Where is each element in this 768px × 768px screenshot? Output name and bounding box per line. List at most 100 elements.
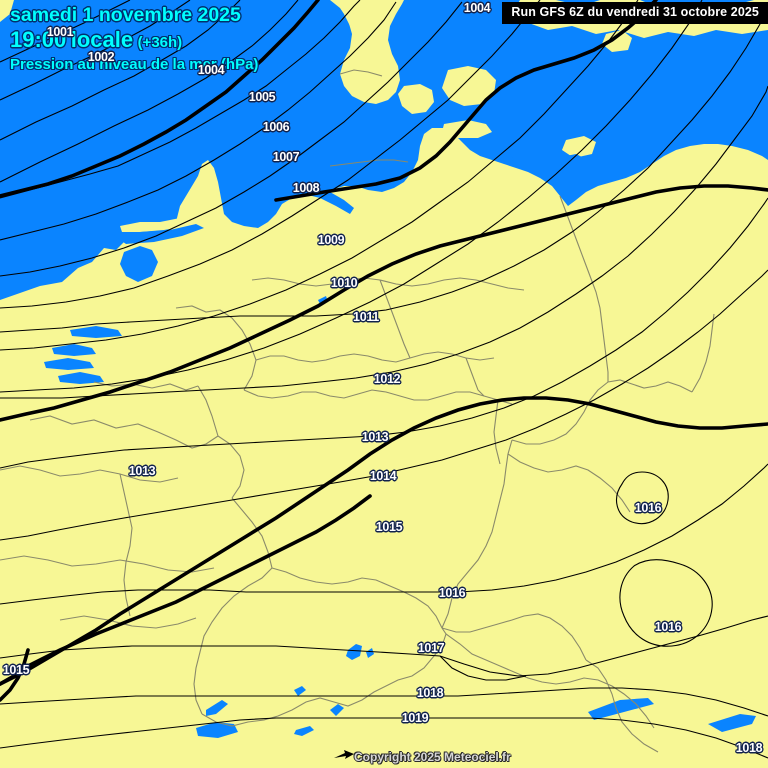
water-lake-small-1 [366,648,374,658]
water-waddenzee [112,224,204,244]
isobar-label: 1018 [416,686,444,700]
forecast-time: 19:00 [10,26,67,52]
forecast-date: samedi 1 novembre 2025 [10,4,242,26]
isobar-label: 1017 [417,641,445,655]
border-be-fr [29,415,219,449]
land-funen [398,84,434,114]
border-dk-internal [339,69,383,77]
forecast-lead-time: (+36h) [137,33,183,51]
border-de-dk [329,159,409,167]
isobar-label: 1016 [634,501,662,515]
isobar-label: 1004 [197,63,225,77]
isobar-1005-thick [0,0,320,198]
isobar-1001 [0,0,131,63]
isobar-1005 [0,0,361,199]
water-kiel [348,124,372,142]
isobar-1014 [0,269,768,541]
water-lake-chiemsee [588,698,654,720]
border-at-si-hu [585,659,659,753]
model-run-header: Run GFS 6Z du vendredi 31 octobre 2025 [502,2,768,24]
forecast-time-word: locale [70,26,134,52]
water-lake-alpine-2 [708,714,756,732]
border-de-internal-5 [465,357,485,397]
isobar-1016-closed-a [616,471,669,524]
border-fr-internal-1 [0,465,179,483]
land-frisian-islands [120,214,206,232]
water-zeeland-1 [52,344,96,356]
isobar-1018 [0,687,768,717]
border-cz-pl [607,379,693,393]
isobar-label: 1018 [735,741,763,755]
water-lake-mueritz [500,154,514,164]
isobar-1015-left-branch [0,494,372,686]
north-arrow-icon [334,750,354,759]
water-lake-maggiore [294,686,306,696]
isobar-label: 1011 [353,310,379,324]
border-de-cz [511,381,609,445]
water-lake-constance [346,644,362,660]
isobar-1012 [0,85,768,399]
border-lux-fr [217,435,245,499]
land-jutland-north [344,0,374,32]
isobar-thick-layer [0,0,768,702]
water-lake-neuchatel [206,700,228,716]
isobar-label: 1015 [375,520,403,534]
isobar-label: 1016 [438,586,466,600]
border-pl-internal [691,313,715,393]
isobar-1003 [0,0,241,141]
border-de-internal-3 [251,277,525,291]
border-at-it [445,633,655,729]
border-cz-at [507,453,631,513]
isobar-label: 1015 [2,663,30,677]
border-fr-internal-3 [59,615,197,629]
isobar-label: 1010 [330,276,358,290]
border-fr-ch [193,567,273,715]
isobar-label: 1012 [373,372,401,386]
border-fr-internal-4 [119,473,133,617]
isobar-1007 [0,1,463,277]
water-zeeland-2 [44,358,94,370]
border-de-internal-4 [379,279,411,359]
isobar-1006 [0,1,397,241]
land-jutland [330,0,404,104]
isobar-1002 [0,0,191,101]
land-lolland [442,120,492,138]
land-bornholm [602,30,632,52]
land-ruegen [562,136,596,158]
title-block: samedi 1 novembre 2025 19:00 locale (+36… [10,4,259,75]
isobar-1019 [0,717,768,759]
forecast-time-line: 19:00 locale (+36h) [10,26,258,52]
isobar-label: 1002 [87,50,115,64]
isobar-label: 1008 [292,181,320,195]
border-layer [0,69,715,753]
isobar-label: 1019 [401,711,429,725]
border-be-lux-de [197,385,219,437]
isobar-label: 1009 [317,233,345,247]
border-ch-at [403,591,443,629]
isobar-1009 [0,0,639,351]
copyright-notice: Copyright 2025 Meteociel.fr [354,750,511,764]
isobar-1016 [0,463,768,605]
water-zeeland-3 [58,372,104,384]
parameter-label: Pression au niveau de la mer (hPa) [10,55,259,73]
water-lake-geneva [196,722,238,738]
isobar-label: 1013 [128,464,156,478]
border-nl-be [93,381,199,391]
isobar-branch-1017 [439,655,527,681]
border-ch-it [201,627,447,727]
water-lake-como [330,704,344,716]
border-fr-internal-2 [0,555,215,573]
isobar-1015-left-tail [0,648,30,702]
isobar-label: 1013 [361,430,389,444]
isobar-1017 [0,615,768,677]
isobar-1008 [0,0,541,309]
border-de-internal-1 [243,389,513,405]
isobar-label: 1014 [369,469,397,483]
isobar-1013 [0,197,768,469]
border-de-ch [271,567,405,593]
water-lake-zurich [294,726,314,736]
land-zealand [442,66,496,106]
border-de-at [441,613,587,661]
